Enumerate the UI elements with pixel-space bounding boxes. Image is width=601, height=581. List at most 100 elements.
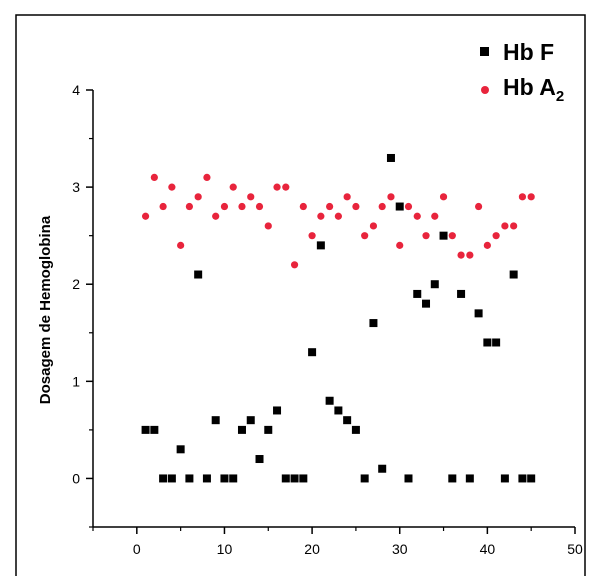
- point-hb-f-30: [395, 202, 404, 211]
- point-hb-a2-12: [238, 202, 246, 211]
- point-hb-f-29: [386, 153, 395, 162]
- point-hb-f-7: [194, 270, 203, 279]
- y-axis-label: Dosagem de Hemoglobina: [37, 215, 54, 404]
- point-hb-a2-14: [255, 202, 264, 211]
- point-hb-f-45: [527, 474, 536, 483]
- point-hb-a2-38: [466, 251, 474, 259]
- point-hb-f-12: [237, 425, 246, 434]
- point-hb-f-4: [167, 474, 176, 483]
- point-hb-f-13: [246, 416, 255, 425]
- point-hb-a2-30: [396, 241, 404, 249]
- point-hb-f-37: [457, 289, 466, 298]
- point-hb-f-31: [404, 474, 413, 483]
- y-tick-label-1: 1: [72, 373, 80, 389]
- point-hb-a2-8: [203, 173, 211, 181]
- point-hb-f-41: [492, 338, 501, 347]
- point-hb-a2-36: [448, 232, 456, 240]
- point-hb-f-23: [334, 406, 343, 415]
- point-hb-f-3: [159, 474, 168, 483]
- point-hb-a2-20: [308, 232, 316, 240]
- point-hb-f-5: [176, 445, 185, 454]
- point-hb-a2-18: [290, 261, 299, 269]
- point-hb-a2-31: [404, 202, 413, 211]
- point-hb-a2-4: [168, 183, 176, 191]
- point-hb-a2-5: [177, 241, 185, 249]
- point-hb-f-27: [369, 319, 378, 328]
- y-axis-ticks: 0 1 2 3 4: [72, 82, 93, 528]
- legend-marker-hb-f: [480, 47, 489, 56]
- x-tick-label-50: 50: [567, 541, 583, 557]
- point-hb-a2-2: [150, 173, 158, 181]
- point-hb-f-8: [202, 474, 211, 483]
- point-hb-a2-3: [159, 202, 167, 211]
- point-hb-a2-21: [317, 212, 325, 220]
- point-hb-a2-15: [264, 222, 272, 230]
- point-hb-a2-9: [212, 212, 220, 220]
- y-tick-label-4: 4: [72, 82, 80, 98]
- point-hb-a2-26: [361, 232, 369, 240]
- point-hb-f-40: [483, 338, 492, 347]
- point-hb-a2-41: [492, 232, 500, 240]
- point-hb-a2-6: [185, 202, 193, 211]
- point-hb-a2-17: [282, 183, 290, 191]
- point-hb-f-22: [325, 396, 334, 405]
- point-hb-f-28: [378, 464, 387, 473]
- point-hb-f-16: [273, 406, 282, 415]
- point-hb-f-32: [413, 289, 422, 298]
- point-hb-a2-7: [194, 193, 202, 201]
- x-tick-label-40: 40: [480, 541, 496, 557]
- point-hb-f-19: [299, 474, 308, 483]
- point-hb-f-36: [448, 474, 457, 483]
- point-hb-f-25: [351, 425, 360, 434]
- point-hb-a2-19: [299, 202, 307, 211]
- point-hb-f-42: [500, 474, 509, 483]
- point-hb-a2-24: [343, 193, 351, 201]
- point-hb-f-44: [518, 474, 527, 483]
- legend-marker-hb-a2: [481, 86, 489, 94]
- point-hb-a2-29: [387, 193, 395, 201]
- x-tick-label-20: 20: [304, 541, 320, 557]
- x-tick-label-30: 30: [392, 541, 408, 557]
- point-hb-f-38: [465, 474, 474, 483]
- legend-label-hb-a2-sub: 2: [556, 88, 564, 105]
- point-hb-a2-34: [431, 212, 439, 220]
- point-hb-a2-43: [510, 222, 518, 230]
- x-tick-label-0: 0: [133, 541, 141, 557]
- point-hb-f-39: [474, 309, 483, 318]
- point-hb-f-43: [509, 270, 518, 279]
- y-tick-label-2: 2: [72, 276, 80, 292]
- point-hb-f-14: [255, 455, 264, 464]
- point-hb-a2-44: [518, 193, 527, 201]
- point-hb-f-2: [150, 425, 159, 434]
- x-tick-label-10: 10: [217, 541, 233, 557]
- point-hb-a2-40: [483, 241, 491, 249]
- x-axis-ticks: 0 10 20 30 40 50: [92, 527, 583, 557]
- point-hb-f-10: [220, 474, 229, 483]
- series-layer: [141, 153, 536, 483]
- y-tick-label-0: 0: [72, 470, 80, 486]
- point-hb-f-35: [439, 231, 448, 240]
- point-hb-f-11: [229, 474, 238, 483]
- legend-label-hb-f: Hb F: [503, 39, 554, 65]
- point-hb-a2-42: [501, 222, 509, 230]
- point-hb-a2-32: [413, 212, 421, 220]
- point-hb-f-21: [316, 241, 325, 250]
- point-hb-f-15: [264, 425, 273, 434]
- legend: Hb F Hb A2: [480, 39, 564, 105]
- point-hb-f-20: [308, 348, 317, 357]
- point-hb-f-26: [360, 474, 369, 483]
- point-hb-a2-37: [457, 251, 465, 259]
- y-tick-label-3: 3: [72, 179, 80, 195]
- point-hb-a2-25: [352, 202, 360, 211]
- point-hb-f-18: [290, 474, 299, 483]
- point-hb-a2-23: [334, 212, 342, 220]
- point-hb-f-24: [343, 416, 352, 425]
- point-hb-a2-11: [229, 183, 237, 191]
- plot-area: [92, 90, 575, 528]
- legend-label-hb-a2-main: Hb A: [503, 74, 556, 100]
- point-hb-a2-45: [527, 193, 535, 201]
- legend-label-hb-a2: Hb A2: [503, 74, 564, 105]
- point-hb-f-1: [141, 425, 150, 434]
- point-hb-a2-10: [220, 202, 229, 211]
- outer-border: [15, 14, 586, 579]
